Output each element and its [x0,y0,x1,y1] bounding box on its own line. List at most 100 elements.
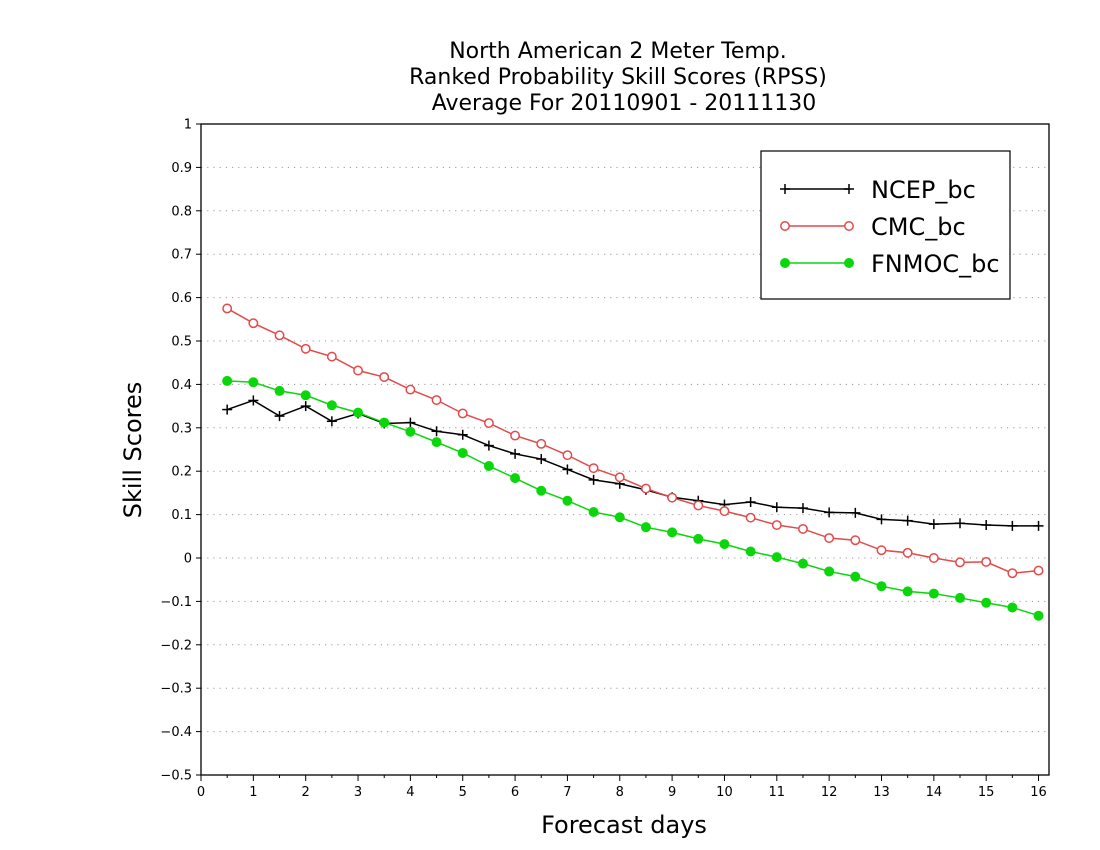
data-point [326,351,337,362]
data-point [876,514,887,525]
data-point [431,426,442,437]
data-point [510,473,521,484]
data-point [588,474,599,485]
data-point [745,546,756,557]
data-point [902,586,913,597]
x-tick-label: 15 [978,785,995,800]
legend-label: FNMOC_bc [871,250,1000,278]
data-point [248,318,259,329]
data-point [248,377,259,388]
data-point [536,454,547,465]
legend-entry: FNMOC_bc [780,250,1000,278]
chart-title: North American 2 Meter Temp. Ranked Prob… [409,39,827,116]
series-fnmoc_bc [222,375,1044,621]
data-point [248,395,259,406]
data-point [588,463,599,474]
data-point [274,411,285,422]
x-tick-label: 10 [716,785,733,800]
data-point [771,552,782,563]
legend-entry: NCEP_bc [780,176,976,204]
data-point [614,512,625,523]
x-tick-label: 7 [563,785,571,800]
y-tick-label: −0.4 [160,725,192,740]
y-tick-label: 0.8 [171,204,192,219]
legend-marker-end [844,258,854,268]
data-point [797,503,808,514]
data-point [614,472,625,483]
data-point [326,416,337,427]
y-tick-label: 0.7 [171,248,192,263]
x-tick-label: 6 [511,785,519,800]
data-point [1007,602,1018,613]
data-point [771,520,782,530]
data-point [536,485,547,496]
x-tick-label: 12 [821,785,838,800]
series-cmc_bc [222,303,1044,579]
data-point [824,533,835,543]
x-tick-label: 5 [459,785,467,800]
data-point [457,408,468,419]
x-tick-label: 2 [302,785,310,800]
data-point [483,460,494,471]
series-line [226,399,1039,527]
axes: −0.5 −0.4 −0.3 −0.2 −0.1 0 0.1 0.2 0.3 0.4 0.5 0.6 0… [160,118,1050,800]
legend-marker-start [780,258,790,268]
data-point [1033,520,1044,531]
chart-title-line-2: Ranked Probability Skill Scores (RPSS) [409,65,827,90]
legend-marker-start [780,221,790,231]
y-tick-label: 1 [184,118,192,133]
data-point [536,438,547,449]
data-point [693,533,704,544]
x-tick-label: 14 [926,785,943,800]
x-tick-label: 16 [1030,785,1047,800]
legend-label: CMC_bc [871,213,966,241]
x-axis-label: Forecast days [541,811,707,839]
legend-label: NCEP_bc [871,176,976,204]
y-tick-label: 0.2 [171,465,192,480]
data-point [640,522,651,533]
data-point [326,400,337,411]
data-point [771,502,782,513]
data-point [431,395,442,405]
data-point [483,418,494,428]
y-tick-label: 0.1 [171,508,192,523]
data-point [353,407,364,418]
data-point [300,343,311,354]
data-point [798,523,808,534]
legend: NCEP_bc CMC_bc FNMOC_bc [760,150,1011,300]
y-tick-label: 0 [184,552,192,567]
y-tick-label: −0.3 [160,682,192,697]
data-point [824,566,835,577]
data-point [274,330,285,341]
y-tick-label: 0.4 [171,378,192,393]
data-point [850,507,861,518]
y-tick-label: 0.9 [171,161,192,176]
data-point [1033,565,1044,576]
data-point [274,385,285,396]
data-point [405,384,416,395]
data-point [902,515,913,526]
data-point [797,558,808,569]
series-group [222,303,1044,621]
series-ncep_bc [222,395,1044,531]
data-point [719,506,730,517]
legend-marker-end [844,184,854,194]
chart-title-line-3: Average For 20110901 - 20111130 [432,91,817,116]
data-point [562,464,573,475]
x-tick-label: 4 [406,785,414,800]
x-tick-label: 13 [873,785,890,800]
chart-title-line-1: North American 2 Meter Temp. [449,39,787,64]
series-line [226,307,1039,574]
data-point [405,417,416,428]
data-point [745,512,756,523]
data-point [981,597,992,608]
data-point [510,430,521,441]
x-tick-label: 1 [249,785,257,800]
data-point [379,372,390,382]
data-point [562,495,573,506]
data-point [850,571,861,582]
y-tick-label: −0.1 [160,595,192,610]
legend-box [760,150,1011,300]
data-point [431,437,442,448]
